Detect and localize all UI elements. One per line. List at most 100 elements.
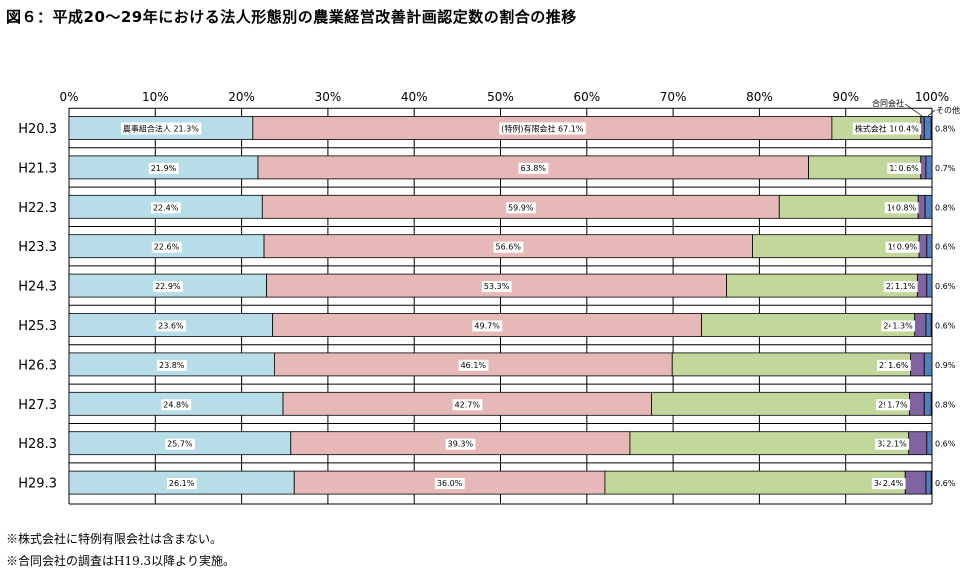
series-callout-other: その他	[936, 105, 960, 115]
data-label: 0.6%	[935, 322, 956, 331]
data-label: 0.8%	[896, 203, 917, 212]
data-label: 1.3%	[892, 322, 913, 331]
data-label-box	[120, 122, 202, 135]
data-label-box	[884, 438, 910, 450]
data-label: 39.3%	[448, 440, 474, 449]
data-label-box	[166, 478, 197, 490]
data-label-box	[506, 202, 536, 214]
x-tick-label: 0%	[59, 90, 78, 104]
x-tick-label: 70%	[660, 90, 687, 104]
bar-segment	[604, 470, 906, 495]
data-label: 0.6%	[935, 440, 956, 449]
bar-segment	[923, 352, 933, 377]
data-label: 22.6%	[154, 243, 180, 252]
bar-segment	[925, 155, 933, 180]
category-label: H25.3	[18, 319, 57, 334]
data-label-box	[156, 359, 187, 371]
data-label-box	[518, 162, 549, 174]
category-label: H29.3	[18, 477, 57, 492]
data-label: 0.9%	[897, 243, 918, 252]
x-tick-label: 90%	[832, 90, 859, 104]
data-label: 0.6%	[935, 243, 956, 252]
data-label-box	[445, 438, 476, 450]
data-label-box	[148, 162, 179, 174]
data-label-box	[161, 399, 192, 411]
bar-segment	[926, 234, 933, 259]
data-label: 0.8%	[935, 400, 956, 409]
data-label-box	[481, 281, 512, 293]
bar-segment	[908, 431, 928, 456]
data-label: 23.6%	[158, 322, 184, 331]
data-label-box	[472, 320, 503, 332]
data-label-box	[150, 202, 181, 214]
data-label: 農事組合法人 21.3%	[123, 124, 199, 134]
footnote-2: ※合同会社の調査はH19.3以降より実施。	[6, 554, 235, 568]
data-label: 0.6%	[898, 164, 919, 173]
callout-leader	[904, 103, 923, 117]
category-label: H26.3	[18, 358, 57, 373]
data-label-box	[165, 438, 195, 450]
data-label: 0.6%	[935, 479, 956, 488]
data-label: 1.6%	[888, 361, 909, 370]
data-label-box	[896, 123, 922, 135]
bar-segment	[918, 234, 928, 259]
x-tick-label: 40%	[401, 90, 428, 104]
data-label-box	[458, 359, 489, 371]
data-label: 0.9%	[935, 361, 956, 370]
callout-leader	[927, 109, 936, 117]
data-label: 23.8%	[159, 361, 185, 370]
data-label: 2.1%	[886, 440, 907, 449]
x-tick-label: 30%	[315, 90, 342, 104]
data-label-box	[893, 202, 919, 214]
data-label: 1.1%	[895, 282, 916, 291]
data-label-box	[890, 320, 916, 332]
bar-segment	[925, 313, 932, 337]
category-label: H24.3	[18, 280, 57, 295]
category-label: H22.3	[18, 201, 57, 216]
data-label: 22.9%	[155, 282, 181, 291]
bar-segment	[916, 273, 928, 298]
data-label: 24.8%	[163, 400, 189, 409]
data-label-box	[894, 241, 920, 253]
bar-segment	[671, 352, 911, 377]
bar-segment	[914, 313, 927, 337]
data-label: 0.7%	[935, 164, 956, 173]
data-label-box	[499, 122, 586, 135]
footnotes: ※株式会社に特例有限会社は含まない。 ※合同会社の調査はH19.3以降より実施。	[6, 528, 235, 572]
data-label: 56.6%	[496, 243, 522, 252]
bar-segment	[910, 352, 925, 377]
category-label: H27.3	[18, 398, 57, 413]
data-label-box	[880, 478, 906, 490]
data-label: 0.8%	[935, 203, 956, 212]
category-label: H21.3	[18, 161, 57, 176]
data-label-box	[493, 241, 524, 253]
data-label-box	[885, 399, 910, 411]
bar-segment	[904, 470, 927, 495]
category-label: H23.3	[18, 240, 57, 255]
x-tick-label: 20%	[228, 90, 255, 104]
chart-title: 図６：平成20～29年における法人形態別の農業経営改善計画認定数の割合の推移	[6, 8, 577, 26]
bar-segment	[629, 431, 910, 456]
x-tick-label: 100%	[915, 90, 949, 104]
data-label: 42.7%	[455, 400, 481, 409]
data-label: (特例)有限会社 67.1%	[501, 124, 584, 134]
bar-segment	[917, 194, 926, 219]
bar-segment	[920, 116, 925, 140]
data-label: 53.3%	[484, 282, 510, 291]
bar-segment	[925, 470, 932, 495]
data-label-box	[156, 320, 186, 332]
data-label: 63.8%	[521, 164, 547, 173]
category-label: H28.3	[18, 437, 57, 452]
data-label: 0.6%	[935, 282, 956, 291]
bar-segment	[909, 391, 925, 416]
data-label: 0.4%	[898, 125, 919, 134]
x-tick-label: 80%	[746, 90, 773, 104]
data-label: 1.7%	[887, 400, 908, 409]
x-tick-label: 10%	[142, 90, 169, 104]
bar-segment	[923, 391, 932, 416]
labels: 0% 10% 20% 30% 40% 50% 60% 70% 80% 90% 100% H20.3 農事…	[18, 90, 960, 492]
category-label: H20.3	[18, 122, 57, 137]
data-label: 26.1%	[169, 479, 195, 488]
bar-segment	[651, 391, 910, 416]
x-tick-label: 60%	[573, 90, 600, 104]
